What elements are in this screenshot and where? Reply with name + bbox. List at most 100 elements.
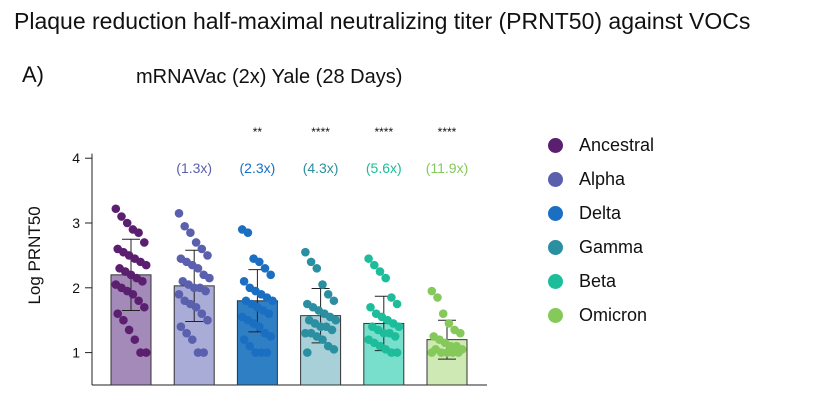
y-tick-label: 4 (72, 150, 80, 166)
panel-label: A) (22, 62, 44, 87)
data-point (375, 267, 385, 276)
data-point (239, 277, 249, 286)
data-point (205, 273, 214, 283)
data-point (329, 345, 339, 354)
legend-marker (548, 307, 563, 323)
legend-marker (548, 273, 563, 289)
data-point (174, 289, 184, 299)
data-point (318, 280, 327, 289)
legend-item-alpha: Alpha (548, 162, 654, 196)
data-point (138, 277, 147, 286)
data-point (174, 208, 184, 218)
page-title: Plaque reduction half-maximal neutralizi… (14, 8, 751, 34)
data-point (456, 328, 465, 338)
data-point (254, 257, 264, 267)
data-point (141, 348, 151, 357)
data-point (433, 293, 442, 302)
data-point (392, 348, 402, 357)
legend-marker (548, 171, 563, 187)
y-axis-label: Log PRNT50 (25, 206, 44, 304)
legend-label: Ancestral (579, 134, 655, 155)
data-point (254, 322, 264, 331)
data-point (111, 204, 121, 214)
data-point (201, 286, 210, 296)
data-point (130, 335, 140, 344)
data-point (438, 309, 448, 319)
data-point (381, 273, 391, 283)
data-point (180, 221, 189, 231)
data-point (268, 296, 277, 306)
data-point (124, 325, 134, 335)
legend: Ancestral Alpha Delta Gamma Beta Omicron (548, 128, 654, 332)
legend-item-ancestral: Ancestral (548, 128, 654, 162)
fold-change-label: (1.3x) (176, 160, 212, 176)
fold-change-label: (4.3x) (303, 160, 339, 176)
data-point (364, 254, 373, 263)
y-tick-label: 1 (72, 345, 80, 361)
data-point (301, 247, 310, 257)
data-point (182, 328, 191, 338)
data-point (128, 289, 138, 299)
data-point (329, 296, 339, 306)
legend-label: Alpha (579, 168, 626, 189)
data-point (203, 315, 212, 325)
significance-label: ** (253, 125, 263, 139)
data-point (427, 348, 437, 357)
data-point (366, 302, 375, 312)
legend-marker (548, 239, 563, 255)
data-point (260, 264, 270, 273)
legend-label: Delta (579, 202, 622, 223)
data-point (193, 264, 203, 273)
y-tick-label: 2 (72, 280, 80, 296)
legend-label: Gamma (579, 236, 644, 257)
legend-marker (548, 137, 563, 153)
data-point (140, 238, 149, 247)
legend-item-omicron: Omicron (548, 298, 654, 332)
significance-label: **** (438, 125, 457, 139)
data-point (191, 238, 201, 247)
y-tick-label: 3 (72, 215, 80, 231)
data-point (141, 260, 151, 270)
data-point (243, 228, 253, 238)
data-point (122, 218, 132, 228)
data-point (197, 309, 207, 319)
data-point (327, 325, 337, 335)
chart-title: mRNAVac (2x) Yale (28 Days) (136, 66, 403, 88)
data-point (392, 299, 402, 309)
legend-item-delta: Delta (548, 196, 654, 230)
fold-change-label: (5.6x) (366, 160, 402, 176)
data-point (444, 319, 454, 328)
data-point (390, 332, 400, 341)
data-point (203, 251, 212, 260)
data-point (191, 302, 201, 312)
data-point (387, 293, 396, 302)
fold-change-label: (2.3x) (240, 160, 276, 176)
scatter-bar-chart: 1 2 3 4 Log PRNT50 (1.3x) (2.3x) ** (4.3x) **** (5… (25, 125, 487, 386)
significance-label: **** (311, 125, 330, 139)
legend-label: Omicron (579, 304, 648, 325)
legend-label: Beta (579, 270, 617, 291)
data-point (303, 348, 312, 357)
fold-change-label: (11.9x) (426, 160, 469, 176)
data-point (113, 309, 122, 319)
data-point (266, 270, 276, 280)
data-point (119, 315, 128, 325)
data-point (245, 341, 255, 351)
data-point (264, 309, 274, 319)
data-point (117, 212, 126, 221)
data-point (197, 244, 207, 254)
data-point (323, 289, 333, 299)
legend-item-gamma: Gamma (548, 230, 654, 264)
significance-label: **** (374, 125, 393, 139)
data-point (186, 228, 195, 238)
legend-item-beta: Beta (548, 264, 654, 298)
data-point (331, 315, 341, 325)
data-point (394, 322, 404, 331)
data-point (454, 348, 463, 357)
data-point (306, 257, 316, 267)
data-point (318, 335, 327, 344)
data-point (134, 228, 143, 238)
data-point (199, 348, 208, 357)
legend-marker (548, 205, 563, 221)
data-point (427, 286, 437, 296)
